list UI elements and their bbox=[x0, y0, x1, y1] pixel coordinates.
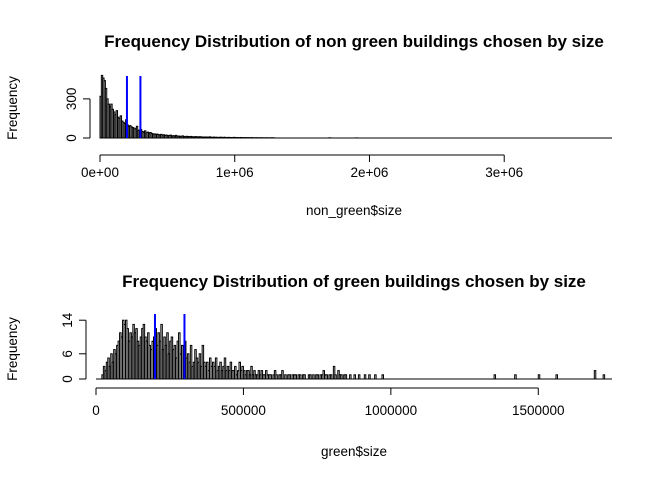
histogram-bar bbox=[316, 374, 320, 380]
histogram-bar bbox=[374, 374, 377, 380]
histogram-bars bbox=[99, 74, 612, 139]
histogram-bar bbox=[353, 374, 356, 380]
histogram-bar bbox=[368, 374, 371, 380]
histogram-bars bbox=[96, 319, 612, 380]
histogram-panel-non-green: Frequency Distribution of non green buil… bbox=[5, 32, 612, 218]
x-tick-label: 500000 bbox=[221, 403, 266, 418]
histogram-bar bbox=[281, 370, 284, 380]
x-tick-label: 2e+06 bbox=[351, 165, 389, 180]
x-axis-label: green$size bbox=[321, 444, 387, 459]
histogram-panel-green: Frequency Distribution of green building… bbox=[5, 272, 612, 459]
y-tick-label: 300 bbox=[64, 88, 79, 111]
histogram-bar bbox=[284, 374, 287, 380]
histogram-bar bbox=[294, 374, 297, 380]
chart-title: Frequency Distribution of non green buil… bbox=[104, 32, 604, 51]
x-tick-label: 1500000 bbox=[512, 403, 565, 418]
y-tick-label: 14 bbox=[60, 312, 75, 328]
histogram-bar bbox=[325, 374, 328, 380]
histogram-bar bbox=[555, 374, 558, 380]
y-axis-label: Frequency bbox=[5, 76, 20, 140]
histogram-bar bbox=[537, 374, 541, 380]
histogram-bar bbox=[593, 370, 597, 380]
y-axis: 0 300 bbox=[64, 88, 91, 142]
histogram-bar bbox=[312, 374, 315, 380]
x-axis: 0 500000 1000000 1500000 bbox=[92, 387, 565, 418]
histogram-bar bbox=[269, 374, 272, 380]
y-axis-label: Frequency bbox=[5, 317, 20, 381]
x-tick-label: 1e+06 bbox=[216, 165, 254, 180]
histogram-bar bbox=[344, 374, 348, 380]
x-axis-label: non_green$size bbox=[306, 203, 402, 218]
y-tick-label: 0 bbox=[60, 375, 75, 383]
x-tick-label: 0e+00 bbox=[81, 165, 119, 180]
x-axis: 0e+00 1e+06 2e+06 3e+06 bbox=[81, 154, 523, 180]
histogram-bar bbox=[602, 374, 606, 380]
histogram-bar bbox=[288, 374, 292, 380]
x-tick-label: 3e+06 bbox=[485, 165, 523, 180]
reference-lines bbox=[153, 314, 186, 379]
histogram-bar bbox=[334, 374, 337, 380]
histogram-bar bbox=[493, 374, 497, 380]
histogram-bar bbox=[309, 374, 312, 380]
histogram-bar bbox=[514, 374, 517, 380]
histogram-bar bbox=[329, 374, 333, 380]
y-tick-label: 6 bbox=[60, 350, 75, 358]
x-tick-label: 0 bbox=[92, 403, 100, 418]
histogram-bar bbox=[303, 374, 306, 380]
histogram-bar bbox=[275, 374, 278, 380]
histogram-bar bbox=[357, 374, 361, 380]
y-axis: 0 6 14 bbox=[60, 312, 87, 383]
histogram-bar bbox=[340, 374, 343, 380]
histogram-bar bbox=[298, 374, 302, 380]
histogram-bar bbox=[363, 374, 367, 380]
histogram-bar bbox=[381, 374, 384, 380]
chart-title: Frequency Distribution of green building… bbox=[122, 272, 586, 291]
x-tick-label: 1000000 bbox=[365, 403, 418, 418]
y-tick-label: 0 bbox=[64, 134, 79, 142]
reference-lines bbox=[125, 76, 142, 138]
histogram-bar bbox=[349, 374, 352, 380]
